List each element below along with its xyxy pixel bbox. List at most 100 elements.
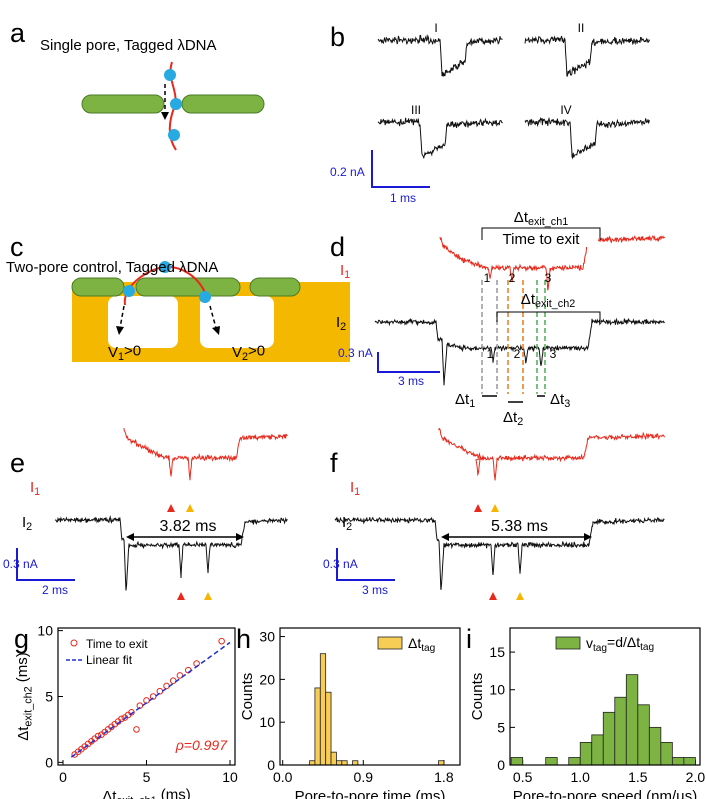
text-part: (ms) <box>157 787 191 799</box>
tag-marker <box>186 504 194 512</box>
tag <box>168 129 180 141</box>
bar <box>637 704 650 766</box>
text-part: Δt <box>408 635 421 651</box>
voltage-label: V2>0 <box>232 343 265 364</box>
channel-label: I1 <box>340 262 350 281</box>
bar <box>545 757 558 766</box>
bar <box>683 757 696 766</box>
text-part: Counts <box>469 673 486 721</box>
panel-title: Single pore, Tagged λDNA <box>40 37 217 54</box>
text-part: I <box>340 262 344 279</box>
x-tick-label: 1.8 <box>434 769 454 785</box>
membrane <box>249 277 301 297</box>
bracket <box>496 311 601 322</box>
tag-number: 1 <box>484 271 491 285</box>
text-part: I <box>336 314 340 331</box>
trace <box>377 117 503 160</box>
membrane <box>81 94 165 114</box>
membrane <box>71 277 125 297</box>
arrowhead <box>161 112 169 120</box>
text-part: I <box>342 514 346 531</box>
annotation: Δtexit_ch1 <box>514 209 568 228</box>
arrow <box>209 305 217 329</box>
arrowhead <box>126 533 134 541</box>
text-part: Pore-to-pore speed (nm/µs) <box>513 788 698 799</box>
text-part: V <box>232 344 242 361</box>
y-axis-label: Counts <box>469 673 486 721</box>
trace-label: II <box>578 21 585 35</box>
point <box>133 726 140 733</box>
annotation: ρ=0.997 <box>175 737 228 753</box>
panel-label: i <box>466 624 472 654</box>
membrane <box>181 94 265 114</box>
subscript: 2 <box>340 321 346 333</box>
trace <box>439 234 666 291</box>
scale-label: 0.3 nA <box>3 557 38 571</box>
trace <box>334 516 665 590</box>
fit-line <box>70 641 231 758</box>
subscript: exit_ch1 <box>528 216 568 228</box>
interval-label: Δt2 <box>503 409 523 428</box>
trace-label: I <box>434 21 437 35</box>
arrowhead <box>212 326 220 335</box>
text-part: Counts <box>239 673 256 721</box>
text-part: Δt <box>455 391 470 408</box>
subscript: 2 <box>242 351 248 363</box>
subscript: 1 <box>344 269 350 281</box>
subscript: tag <box>593 643 607 654</box>
y-tick-label: 5 <box>497 719 505 735</box>
duration-label: 3.82 ms <box>160 518 217 535</box>
y-axis-label: Counts <box>239 673 256 721</box>
annotation: Time to exit <box>503 231 581 248</box>
subscript: 3 <box>564 398 570 410</box>
x-axis-label: Pore-to-pore time (ms) <box>295 788 446 799</box>
y-tick-label: 20 <box>259 671 275 687</box>
point <box>218 637 225 645</box>
subscript: exit_ch1 <box>116 795 156 799</box>
trace <box>438 428 665 481</box>
text-part: I <box>30 479 34 496</box>
arrowhead <box>441 533 449 541</box>
subscript: 2 <box>517 416 523 428</box>
legend-marker <box>377 636 403 650</box>
legend-label: Δttag <box>408 635 435 654</box>
tag-number: 2 <box>514 347 521 361</box>
legend-label: Linear fit <box>86 653 133 667</box>
diagram-a <box>81 61 265 151</box>
plot-frame <box>279 627 461 766</box>
subscript: 1 <box>118 351 124 363</box>
scale-label: 2 ms <box>42 583 68 597</box>
x-tick-label: 0.9 <box>354 769 374 785</box>
point <box>176 672 184 679</box>
tag-number: 3 <box>550 347 557 361</box>
y-tick-label: 10 <box>37 623 53 639</box>
x-tick-label: 1.0 <box>571 769 591 785</box>
bracket <box>481 227 601 240</box>
trace <box>377 34 503 77</box>
y-tick-label: 10 <box>489 682 505 698</box>
y-tick-label: 0 <box>497 757 505 773</box>
scale-label: 0.3 nA <box>338 346 373 360</box>
text-part: Δt <box>514 209 529 226</box>
bar <box>352 760 359 766</box>
x-tick-label: 2.0 <box>686 769 706 785</box>
bar <box>341 760 348 766</box>
tag-marker <box>474 504 482 512</box>
bar <box>591 734 604 766</box>
tag-marker <box>204 592 212 600</box>
text-part: I <box>22 514 26 531</box>
subscript: exit_ch2 <box>535 298 575 310</box>
x-tick-label: 5 <box>143 769 151 785</box>
duration-label: 5.38 ms <box>491 518 548 535</box>
label-bg <box>484 231 598 247</box>
text-part: I <box>350 479 354 496</box>
tag-marker <box>516 592 524 600</box>
x-tick-label: 0.5 <box>513 769 533 785</box>
subscript: tag <box>421 643 435 654</box>
diagram-c <box>71 261 350 362</box>
subscript: 2 <box>346 521 352 533</box>
panel-label: a <box>10 18 26 48</box>
channel-label: I2 <box>342 514 352 533</box>
x-axis-label: Pore-to-pore speed (nm/µs) <box>513 788 698 799</box>
legend-marker <box>70 639 78 647</box>
